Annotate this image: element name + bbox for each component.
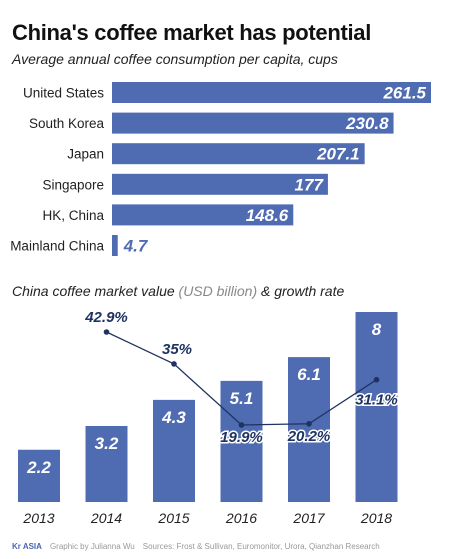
growth-rate-label: 35%	[162, 341, 192, 358]
growth-rate-point	[238, 422, 245, 428]
growth-rate-point	[306, 420, 312, 427]
year-tick-label: 2018	[360, 510, 392, 526]
consumption-bar	[112, 235, 118, 256]
market-value-label: 4.3	[161, 408, 186, 427]
market-value-bar	[355, 312, 398, 502]
year-tick-label: 2015	[157, 510, 189, 526]
year-tick-label: 2016	[225, 510, 257, 526]
consumption-value-label: 230.8	[345, 114, 389, 133]
country-label: Singapore	[42, 177, 104, 192]
country-label: United States	[23, 86, 104, 101]
consumption-value-label: 177	[295, 175, 325, 194]
footer-credit: Graphic by Julianna Wu	[49, 542, 135, 551]
consumption-bar	[112, 204, 294, 226]
country-label: South Korea	[29, 116, 105, 131]
year-tick-label: 2017	[292, 510, 325, 526]
year-tick-label: 2013	[22, 510, 54, 526]
consumption-bar	[112, 143, 365, 165]
consumption-bar	[112, 112, 394, 134]
country-label: Japan	[67, 147, 104, 162]
year-tick-label: 2014	[90, 510, 122, 526]
consumption-bar	[112, 173, 328, 195]
market-value-bar	[18, 449, 60, 502]
footer-sources: Sources: Frost & Sullivan, Euromonitor, …	[142, 542, 380, 551]
market-value-bar	[85, 426, 128, 502]
consumption-value-label: 4.7	[123, 237, 149, 256]
consumption-value-label: 148.6	[246, 206, 289, 225]
country-label: HK, China	[42, 208, 104, 223]
market-chart-title-unit: (USD billion)	[178, 283, 258, 299]
growth-rate-label: 19.9%	[220, 429, 263, 446]
market-value-label: 6.1	[297, 365, 321, 384]
consumption-value-label: 261.5	[382, 84, 426, 103]
market-value-bar	[220, 380, 263, 502]
market-value-bar	[288, 357, 330, 502]
market-chart-title-main: China coffee market value	[12, 283, 175, 299]
page-title: China's coffee market has potential	[12, 20, 372, 45]
consumption-bar	[112, 82, 431, 103]
growth-rate-label: 42.9%	[84, 309, 128, 326]
growth-rate-point	[373, 376, 380, 383]
market-value-label: 8	[372, 320, 382, 339]
growth-rate-label: 31.1%	[355, 392, 398, 409]
market-value-label: 5.1	[230, 389, 254, 408]
market-value-label: 3.2	[95, 434, 119, 453]
growth-rate-point	[171, 361, 177, 367]
market-value-bar	[153, 399, 195, 502]
country-label: Mainland China	[10, 239, 104, 254]
consumption-chart-title: Average annual coffee consumption per ca…	[12, 51, 338, 67]
market-chart-title: China coffee market value (USD billion) …	[12, 283, 344, 299]
market-value-label: 2.2	[26, 458, 51, 477]
market-chart-title-rest: & growth rate	[261, 283, 345, 299]
growth-rate-label: 20.2%	[287, 428, 331, 445]
growth-rate-point	[103, 329, 110, 335]
footer: Kr ASIA Graphic by Julianna Wu Sources: Fr…	[12, 542, 380, 551]
brand-logo: Kr ASIA	[12, 542, 42, 551]
consumption-value-label: 207.1	[316, 145, 360, 164]
